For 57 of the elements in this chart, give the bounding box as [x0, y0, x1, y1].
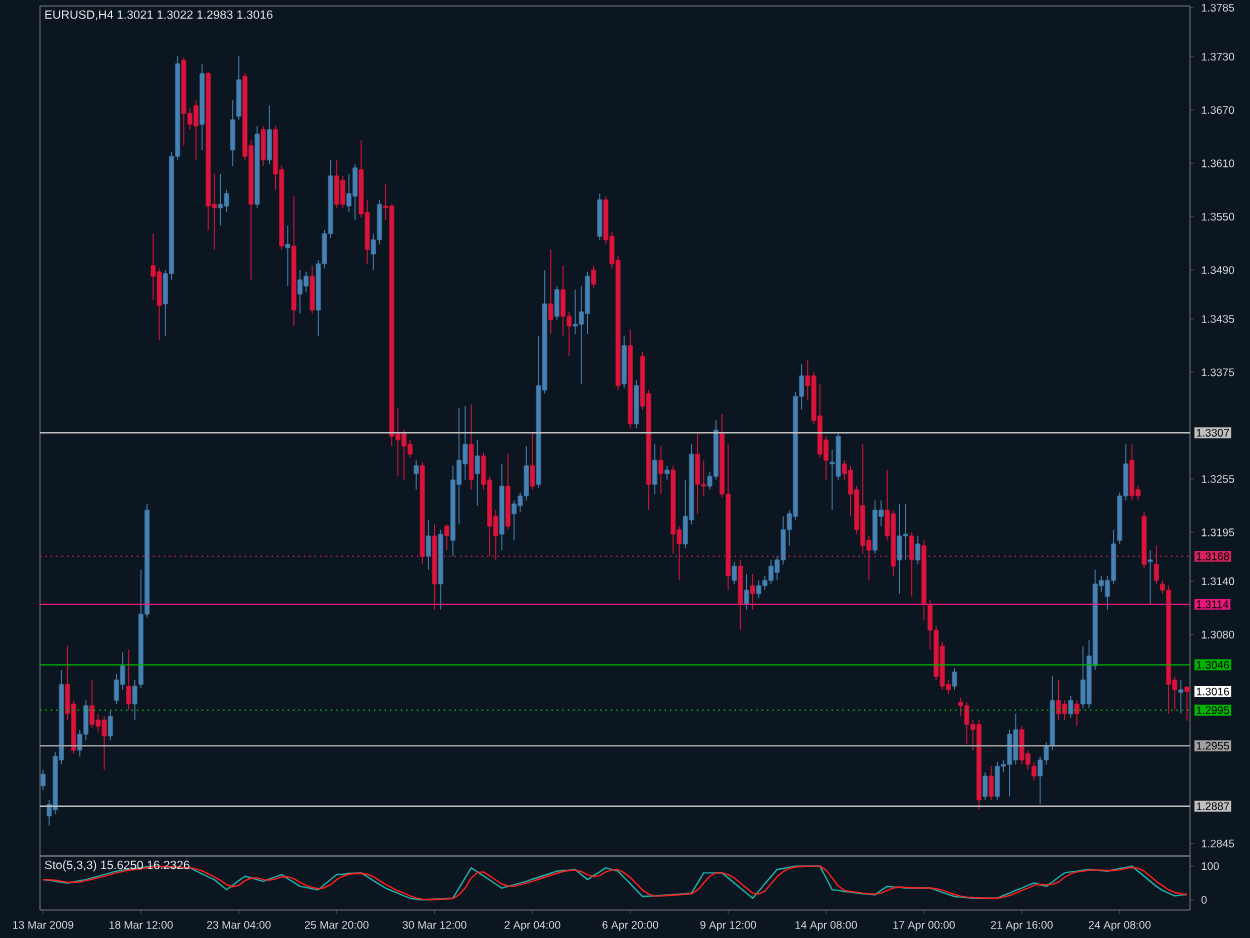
- candlestick: [285, 225, 291, 287]
- candlestick: [334, 159, 340, 209]
- candlestick: [107, 709, 113, 741]
- candlestick: [1074, 699, 1080, 727]
- candlestick: [909, 531, 915, 597]
- candlestick: [1147, 549, 1153, 605]
- candlestick: [633, 379, 639, 429]
- candlestick: [744, 573, 749, 611]
- candlestick: [505, 453, 511, 531]
- candlestick: [915, 535, 921, 565]
- candlestick: [340, 175, 346, 209]
- candlestick: [1068, 695, 1074, 719]
- candlestick: [444, 523, 450, 551]
- candlestick: [548, 249, 554, 335]
- candlestick: [652, 443, 658, 495]
- candlestick: [126, 649, 132, 711]
- candlestick: [988, 765, 994, 801]
- candlestick: [750, 573, 756, 611]
- candlestick: [352, 163, 358, 221]
- candlestick: [952, 667, 957, 691]
- candlestick: [1129, 443, 1135, 501]
- candlestick: [1062, 699, 1068, 721]
- candlestick: [897, 503, 902, 595]
- candlestick: [731, 561, 737, 585]
- candlestick: [872, 499, 878, 555]
- candlestick: [297, 269, 303, 315]
- candlestick: [982, 771, 988, 801]
- candlestick: [1178, 679, 1184, 715]
- candlestick: [1080, 645, 1086, 709]
- candlestick: [413, 459, 419, 491]
- candlestick: [737, 559, 743, 631]
- candlestick: [964, 701, 970, 745]
- candlestick: [1056, 679, 1061, 721]
- candlestick: [193, 99, 199, 161]
- candlestick: [468, 403, 474, 491]
- candlestick: [89, 679, 95, 729]
- candlestick: [260, 125, 266, 167]
- candlestick: [40, 769, 46, 791]
- candlestick: [101, 715, 107, 771]
- candlestick: [474, 439, 480, 507]
- candlestick: [591, 265, 597, 289]
- candlestick: [529, 431, 535, 491]
- candlestick: [266, 105, 272, 165]
- candlestick: [621, 335, 627, 389]
- candlestick: [1019, 725, 1025, 765]
- candlestick: [597, 193, 603, 241]
- candlestick: [218, 173, 223, 227]
- candlestick: [664, 465, 670, 481]
- candlestick: [511, 499, 517, 541]
- candlestick: [994, 761, 1000, 801]
- candlestick: [426, 519, 431, 571]
- candlestick: [1184, 685, 1190, 722]
- candlestick: [554, 285, 560, 321]
- candlestick: [658, 445, 664, 495]
- candlestick: [768, 559, 774, 585]
- candlestick: [309, 265, 315, 315]
- candlestick: [695, 433, 701, 515]
